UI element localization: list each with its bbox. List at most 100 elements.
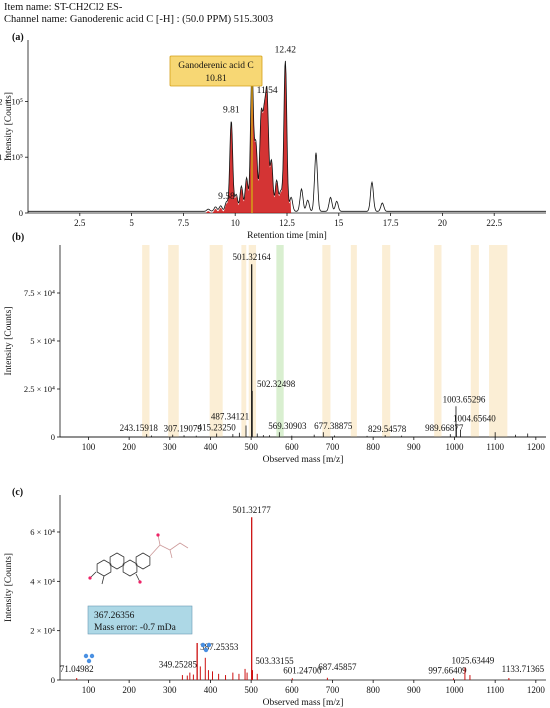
peak-mz-label: 829.54578 bbox=[368, 424, 407, 434]
fragment-mz-label: 687.45857 bbox=[318, 662, 357, 672]
peak-mz-label: 989.66877 bbox=[425, 423, 464, 433]
y-tick-label: 2 × 10⁴ bbox=[30, 626, 55, 636]
peak-label: 12.42 bbox=[275, 46, 297, 56]
panel-label: (c) bbox=[12, 487, 23, 498]
x-tick-label: 200 bbox=[122, 685, 136, 695]
x-axis-title: Observed mass [m/z] bbox=[263, 455, 344, 465]
peak-mz-label: 243.15918 bbox=[120, 423, 159, 433]
highlight-band bbox=[168, 245, 179, 437]
structure-bond bbox=[89, 571, 141, 585]
peak-label: 9.81 bbox=[223, 105, 240, 115]
highlight-band bbox=[434, 245, 442, 437]
peak-mz-label: 487.34121 bbox=[211, 411, 249, 421]
x-tick-label: 100 bbox=[82, 685, 96, 695]
x-tick-label: 400 bbox=[204, 685, 218, 695]
callout-compound-name: Ganoderenic acid C bbox=[178, 61, 253, 71]
fragment-mz-label: 1133.71365 bbox=[502, 664, 545, 674]
panel-label: (b) bbox=[12, 232, 24, 243]
y-tick-label: 5 × 10⁴ bbox=[30, 336, 55, 346]
x-tick-label: 22.5 bbox=[486, 218, 502, 228]
molecule-icon bbox=[83, 653, 89, 659]
x-axis-title: Retention time [min] bbox=[247, 231, 327, 241]
highlight-band bbox=[248, 245, 257, 437]
y-tick-label: 0 bbox=[19, 208, 23, 218]
fragment-mz-label: 1025.63449 bbox=[452, 656, 495, 666]
peak-mz-label: 501.32164 bbox=[233, 252, 272, 262]
structure-atom-o bbox=[138, 580, 142, 584]
structure-atom-o bbox=[88, 576, 92, 580]
x-axis-title: Observed mass [m/z] bbox=[263, 698, 344, 708]
y-tick-label: 7.5 × 10⁴ bbox=[24, 288, 55, 298]
y-tick-label: 2.5 × 10⁴ bbox=[24, 384, 55, 394]
x-tick-label: 900 bbox=[407, 442, 421, 452]
peak-mz-label: 307.19079 bbox=[164, 424, 203, 434]
y-tick-label: 2 × 10⁵ bbox=[0, 96, 23, 106]
peak-label: 11.54 bbox=[257, 86, 278, 96]
highlight-band bbox=[322, 245, 331, 437]
x-tick-label: 20 bbox=[438, 218, 448, 228]
fragment-mz-label: 601.24700 bbox=[283, 665, 322, 675]
fragment-mz-label: 503.33155 bbox=[255, 656, 294, 666]
structure-ring bbox=[96, 559, 112, 577]
fragment-mz-label: 997.66409 bbox=[428, 665, 467, 675]
x-tick-label: 7.5 bbox=[178, 218, 190, 228]
x-tick-label: 5 bbox=[129, 218, 134, 228]
peak-mz-label: 415.23250 bbox=[198, 423, 237, 433]
y-tick-label: 0 bbox=[51, 432, 55, 442]
molecule-icon bbox=[203, 647, 209, 653]
x-tick-label: 300 bbox=[163, 685, 177, 695]
fragment-info-box bbox=[87, 605, 193, 635]
x-tick-label: 900 bbox=[407, 685, 421, 695]
channel-name-header: Channel name: Ganoderenic acid C [-H] : … bbox=[4, 14, 274, 25]
x-tick-label: 1100 bbox=[486, 442, 504, 452]
fragment-mz-label: 349.25285 bbox=[159, 660, 198, 670]
fragment-mz-label: 387.25353 bbox=[200, 642, 239, 652]
x-tick-label: 2.5 bbox=[74, 218, 86, 228]
highlight-band bbox=[470, 245, 479, 437]
y-tick-label: 6 × 10⁴ bbox=[30, 527, 55, 537]
peak-mz-label: 1003.65296 bbox=[443, 394, 486, 404]
x-tick-label: 700 bbox=[326, 442, 340, 452]
x-tick-label: 17.5 bbox=[383, 218, 399, 228]
x-tick-label: 1200 bbox=[527, 685, 546, 695]
highlight-band bbox=[382, 245, 391, 437]
x-tick-label: 1000 bbox=[445, 685, 464, 695]
x-tick-label: 700 bbox=[326, 685, 340, 695]
structure-side-chain bbox=[149, 534, 189, 559]
x-tick-label: 800 bbox=[366, 685, 380, 695]
fragment-mz-label: 71.04982 bbox=[60, 664, 94, 674]
highlight-band bbox=[241, 245, 247, 437]
x-tick-label: 500 bbox=[244, 685, 258, 695]
chemical-structure-diagram bbox=[88, 533, 189, 585]
x-tick-label: 800 bbox=[366, 442, 380, 452]
x-tick-label: 200 bbox=[122, 442, 136, 452]
x-tick-label: 600 bbox=[285, 442, 299, 452]
y-axis-title: Intensity [Counts] bbox=[4, 553, 14, 622]
x-tick-label: 400 bbox=[204, 442, 218, 452]
structure-ring bbox=[122, 559, 138, 577]
highlight-band bbox=[142, 245, 150, 437]
chromatogram-trace bbox=[28, 60, 546, 212]
x-tick-label: 12.5 bbox=[279, 218, 295, 228]
callout-retention-time: 10.81 bbox=[205, 74, 227, 84]
molecule-icon bbox=[206, 642, 212, 648]
fragment-box-mz: 367.26356 bbox=[94, 611, 135, 621]
x-tick-label: 1200 bbox=[527, 442, 546, 452]
highlight-band bbox=[276, 245, 284, 437]
x-tick-label: 15 bbox=[334, 218, 344, 228]
x-tick-label: 600 bbox=[285, 685, 299, 695]
x-tick-label: 300 bbox=[163, 442, 177, 452]
structure-atom-o bbox=[156, 533, 160, 537]
molecule-icon bbox=[200, 642, 206, 648]
callout-box bbox=[169, 55, 263, 87]
y-tick-label: 4 × 10⁴ bbox=[30, 576, 55, 586]
x-tick-label: 100 bbox=[82, 442, 96, 452]
structure-ring bbox=[135, 552, 151, 570]
peak-mz-label: 569.30903 bbox=[268, 421, 307, 431]
highlight-band bbox=[209, 245, 223, 437]
y-axis-title: Intensity [Counts] bbox=[4, 307, 14, 376]
highlighted-region-fill bbox=[206, 62, 292, 214]
peak-mz-label: 1004.65640 bbox=[453, 413, 496, 423]
fragment-box-error: Mass error: -0.7 mDa bbox=[94, 623, 177, 633]
